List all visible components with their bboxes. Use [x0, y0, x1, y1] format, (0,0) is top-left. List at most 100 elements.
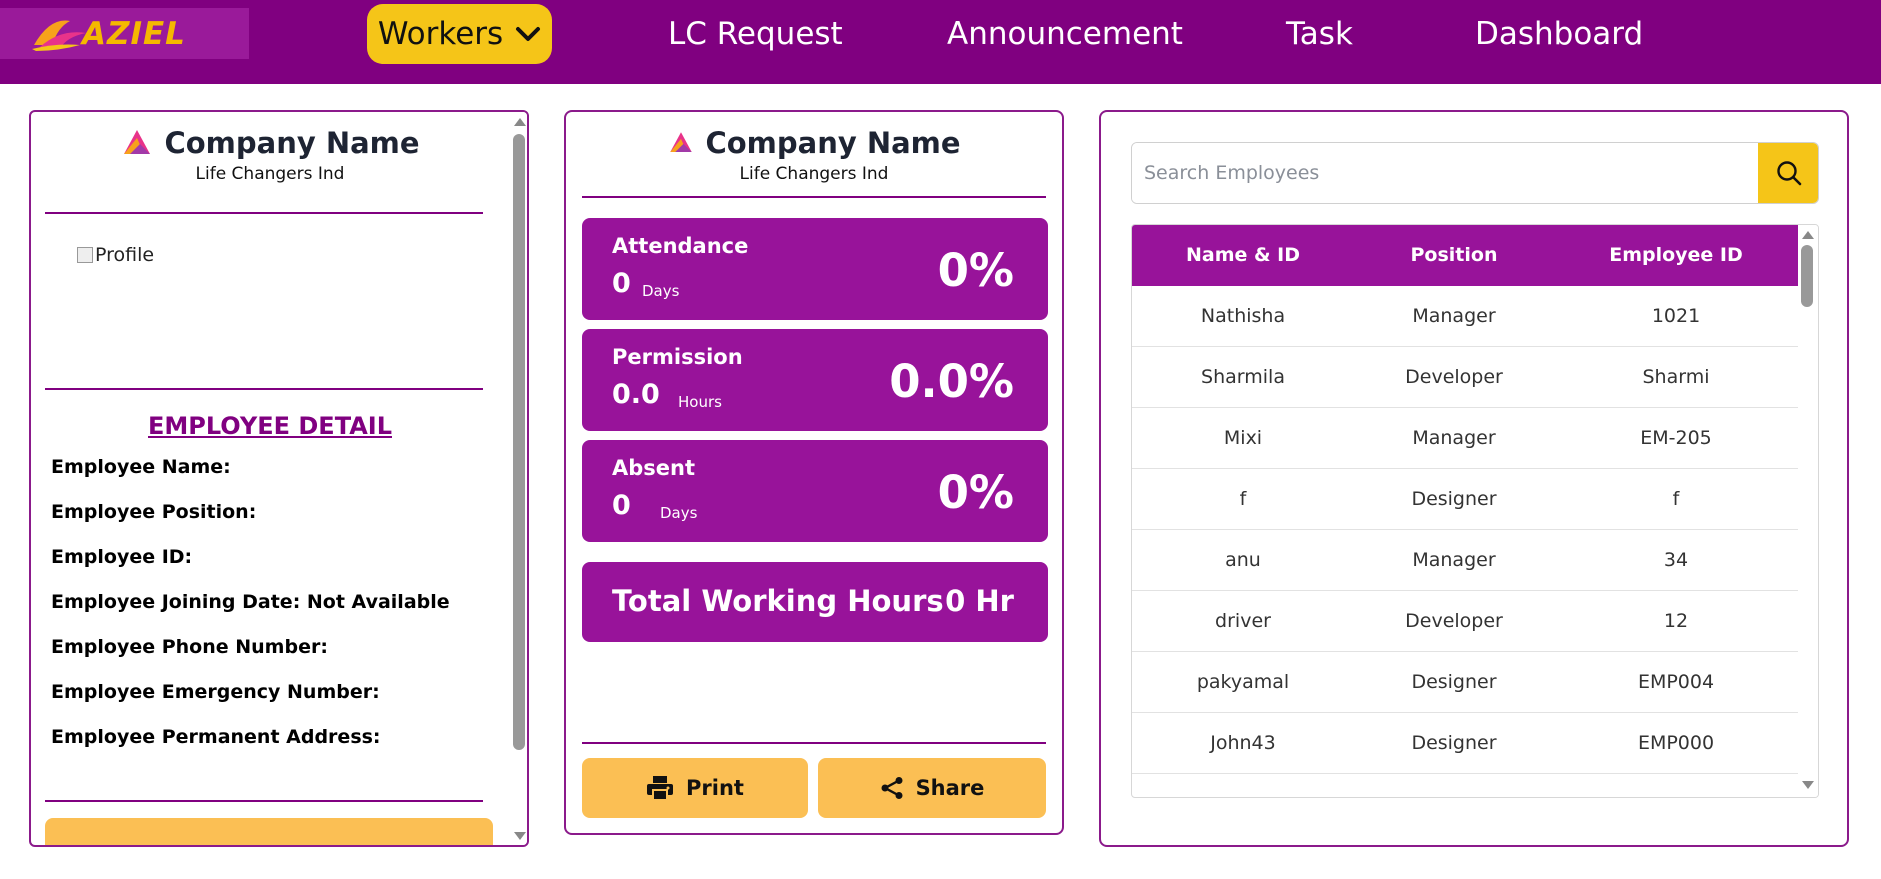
share-button[interactable]: Share — [818, 758, 1046, 818]
divider — [45, 388, 483, 390]
absent-card: Absent 0 Days 0% — [582, 440, 1048, 542]
cell-employee-id: EM-205 — [1640, 427, 1712, 449]
table-row[interactable]: f Designer f — [1132, 469, 1798, 530]
table-scrollbar[interactable] — [1798, 225, 1818, 797]
company-header: Company Name — [566, 126, 1062, 160]
cell-position: Developer — [1405, 366, 1503, 388]
table-row[interactable]: John43 Designer EMP000 — [1132, 713, 1798, 774]
nav-lc-request[interactable]: LC Request — [668, 16, 843, 52]
absent-value: 0 — [612, 490, 631, 521]
company-name: Company Name — [705, 126, 961, 160]
cell-employee-id: EMP000 — [1637, 732, 1715, 754]
cell-position: Designer — [1411, 488, 1497, 510]
table-row[interactable]: pakyamal Designer EMP004 — [1132, 652, 1798, 713]
nav-workers-dropdown[interactable]: Workers — [367, 4, 552, 64]
table-row[interactable]: driver Developer 12 — [1132, 591, 1798, 652]
scroll-down-icon[interactable] — [1802, 781, 1814, 789]
nav-dashboard[interactable]: Dashboard — [1475, 16, 1644, 52]
cell-name: Mixi — [1223, 427, 1263, 449]
company-logo-icon — [670, 132, 693, 153]
permission-value: 0.0 — [612, 379, 660, 410]
cell-position: Designer — [1411, 671, 1497, 693]
employee-address-field: Employee Permanent Address: — [51, 726, 381, 748]
nav-announcement[interactable]: Announcement — [947, 16, 1183, 52]
left-panel-action-button[interactable] — [45, 818, 493, 845]
cell-employee-id: f — [1672, 488, 1680, 510]
cell-employee-id: 12 — [1663, 610, 1689, 632]
column-header-employee-id[interactable]: Employee ID — [1609, 244, 1743, 266]
total-working-hours-card: Total Working Hours 0 Hr — [582, 562, 1048, 642]
cell-position: Developer — [1405, 610, 1503, 632]
employee-detail-panel: Company Name Life Changers Ind Profile E… — [29, 110, 529, 847]
search-button[interactable] — [1758, 143, 1818, 203]
left-panel-scrollbar[interactable] — [509, 112, 527, 845]
absent-percent: 0% — [937, 466, 1014, 519]
company-header: Company Name — [31, 126, 509, 160]
permission-card: Permission 0.0 Hours 0.0% — [582, 329, 1048, 431]
divider — [45, 800, 483, 802]
employee-detail-title: EMPLOYEE DETAIL — [148, 412, 392, 440]
employee-joining-date-field: Employee Joining Date: Not Available — [51, 591, 450, 613]
cell-position: Manager — [1412, 427, 1496, 449]
employee-id-field: Employee ID: — [51, 546, 193, 568]
absent-unit: Days — [660, 504, 698, 522]
column-header-position[interactable]: Position — [1410, 244, 1498, 266]
permission-percent: 0.0% — [889, 355, 1014, 408]
scroll-up-icon[interactable] — [1802, 231, 1814, 239]
column-header-name[interactable]: Name & ID — [1185, 244, 1301, 266]
profile-image: Profile — [77, 244, 154, 266]
attendance-summary-panel: Company Name Life Changers Ind Attendanc… — [564, 110, 1064, 835]
profile-alt-text: Profile — [95, 244, 155, 266]
cell-name: driver — [1215, 610, 1271, 632]
employee-table: Name & ID Position Employee ID Nathisha … — [1131, 224, 1819, 798]
attendance-unit: Days — [642, 282, 680, 300]
table-row-partial[interactable] — [1132, 774, 1798, 797]
table-row[interactable]: Mixi Manager EM-205 — [1132, 408, 1798, 469]
attendance-value: 0 — [612, 268, 631, 299]
nav-workers-label: Workers — [377, 16, 504, 52]
scroll-thumb[interactable] — [513, 134, 525, 750]
broken-image-icon — [77, 247, 93, 263]
table-body: Nathisha Manager 1021 Sharmila Developer… — [1132, 286, 1798, 797]
attendance-label: Attendance — [612, 234, 749, 258]
table-header: Name & ID Position Employee ID — [1132, 225, 1798, 286]
scroll-down-icon[interactable] — [514, 832, 526, 840]
company-subtitle: Life Changers Ind — [739, 164, 889, 184]
nav-task[interactable]: Task — [1286, 16, 1353, 52]
table-row[interactable]: Nathisha Manager 1021 — [1132, 286, 1798, 347]
print-button[interactable]: Print — [582, 758, 808, 818]
company-name: Company Name — [164, 126, 420, 160]
permission-unit: Hours — [678, 393, 722, 411]
employee-emergency-field: Employee Emergency Number: — [51, 681, 380, 703]
total-working-hours-value: 0 Hr — [945, 584, 1014, 618]
top-navbar: AZIEL Workers LC Request Announcement Ta… — [0, 0, 1881, 84]
cell-position: Manager — [1412, 305, 1496, 327]
scroll-thumb[interactable] — [1801, 245, 1813, 307]
search-icon — [1777, 161, 1802, 186]
employee-name-field: Employee Name: — [51, 456, 231, 478]
cell-name: John43 — [1210, 732, 1276, 754]
table-row[interactable]: anu Manager 34 — [1132, 530, 1798, 591]
printer-icon — [647, 776, 674, 801]
cell-employee-id: EMP004 — [1637, 671, 1715, 693]
attendance-percent: 0% — [937, 244, 1014, 297]
cell-employee-id: Sharmi — [1642, 366, 1710, 388]
cell-name: Nathisha — [1200, 305, 1286, 327]
cell-position: Designer — [1411, 732, 1497, 754]
cell-name: f — [1239, 488, 1247, 510]
employee-position-field: Employee Position: — [51, 501, 257, 523]
logo-text: AZIEL — [82, 15, 186, 52]
print-label: Print — [686, 776, 744, 800]
total-working-hours-label: Total Working Hours — [612, 584, 944, 618]
cell-name: Sharmila — [1201, 366, 1285, 388]
cell-name: anu — [1225, 549, 1261, 571]
search-input[interactable] — [1132, 143, 1758, 203]
brand-logo[interactable]: AZIEL — [0, 8, 249, 59]
table-row[interactable]: Sharmila Developer Sharmi — [1132, 347, 1798, 408]
scroll-up-icon[interactable] — [514, 118, 526, 126]
share-label: Share — [915, 776, 985, 800]
chevron-down-icon — [515, 25, 541, 43]
share-icon — [881, 777, 903, 799]
attendance-card: Attendance 0 Days 0% — [582, 218, 1048, 320]
absent-label: Absent — [612, 456, 696, 480]
